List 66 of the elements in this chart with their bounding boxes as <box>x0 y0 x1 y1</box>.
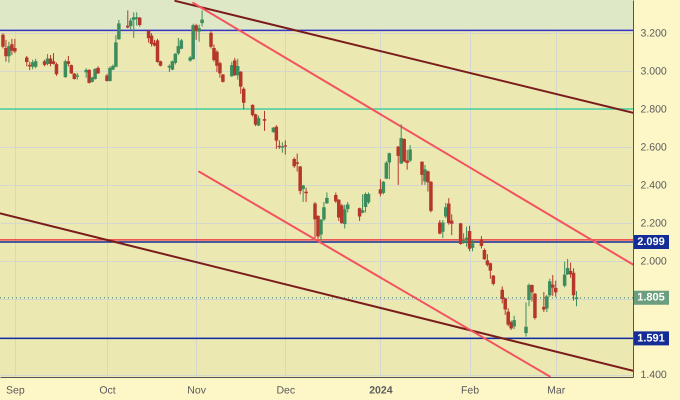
candlestick <box>138 16 142 28</box>
candlestick <box>441 219 445 238</box>
candlestick <box>150 32 154 47</box>
candlestick <box>366 192 370 204</box>
candlestick <box>358 207 362 222</box>
candlestick <box>527 283 531 307</box>
candlestick <box>10 38 14 56</box>
ref-line-label: 2.099 <box>637 236 665 248</box>
candlestick <box>146 30 150 44</box>
y-tick-label: 2.400 <box>640 179 667 192</box>
candlestick <box>574 290 578 307</box>
x-tick-label: Sep <box>6 384 25 396</box>
candlestick <box>156 38 160 64</box>
candlestick <box>301 184 305 202</box>
candlestick <box>292 156 296 168</box>
y-tick-label: 3.000 <box>640 66 667 78</box>
y-tick-label: 2.600 <box>640 141 667 154</box>
candlestick <box>562 261 566 288</box>
candlestick <box>524 302 528 338</box>
candlestick <box>236 58 240 80</box>
candlestick <box>24 55 28 67</box>
x-tick-label: Feb <box>461 384 480 396</box>
x-tick-label: Nov <box>187 384 207 396</box>
candlestick <box>313 201 317 238</box>
candlestick <box>396 146 400 186</box>
x-tick-label: Dec <box>276 384 296 396</box>
candlestick <box>458 222 462 246</box>
y-tick-label: 2.800 <box>640 104 667 116</box>
candlestick <box>512 315 516 330</box>
candlestick <box>274 124 278 150</box>
y-tick-label: 3.200 <box>640 28 667 40</box>
candlestick <box>256 115 260 127</box>
candlestick <box>342 204 346 230</box>
y-tick-label: 1.400 <box>640 369 667 382</box>
candlestick <box>200 10 204 28</box>
candlestick <box>87 68 91 84</box>
candlestick <box>542 292 546 312</box>
candlestick <box>364 192 368 213</box>
ref-line-label: 1.591 <box>637 332 665 344</box>
candlestick <box>126 10 130 29</box>
candlestick <box>382 180 386 195</box>
candlestick <box>197 24 201 42</box>
candlestick <box>468 225 472 252</box>
candlestick <box>64 59 68 78</box>
y-tick-label: 2.200 <box>640 217 667 230</box>
candlestick <box>7 41 11 64</box>
candlestick <box>388 152 392 180</box>
candlestick <box>93 68 97 80</box>
candlestick <box>34 58 38 69</box>
candlestick <box>470 239 474 252</box>
candlestick <box>108 66 112 82</box>
candlestick <box>233 57 237 76</box>
x-tick-label: Oct <box>99 384 116 396</box>
candlestick <box>132 12 136 38</box>
candlestick <box>262 110 266 132</box>
x-tick-label: Mar <box>547 384 566 396</box>
candlestick <box>13 38 17 54</box>
candlestick <box>48 54 52 67</box>
candlestick <box>378 178 382 197</box>
candlestick <box>360 194 364 214</box>
candlestick <box>408 144 412 163</box>
x-tick-label: 2024 <box>369 384 393 396</box>
candlestick <box>551 274 555 296</box>
candlestick <box>480 236 484 249</box>
y-tick-label: 2.000 <box>640 255 667 268</box>
ref-line-label: 1.805 <box>637 292 665 304</box>
